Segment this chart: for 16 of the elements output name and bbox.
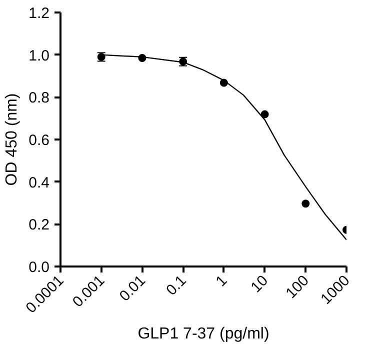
x-tick-label: 100 <box>282 272 312 302</box>
x-axis-title: GLP1 7-37 (pg/ml) <box>138 326 270 343</box>
y-tick-label: 0.8 <box>28 90 50 107</box>
point <box>302 200 310 208</box>
point <box>260 110 269 118</box>
y-tick-label: 1.2 <box>28 5 50 22</box>
y-tick-label: 0.4 <box>28 174 50 192</box>
y-tick-label: 1.0 <box>28 47 50 64</box>
y-tick-label: 0.2 <box>28 216 50 234</box>
x-tick-label: 0.01 <box>116 272 149 305</box>
y-tick-label: 0.0 <box>28 259 50 276</box>
x-tick-label: 10 <box>248 272 272 296</box>
y-tick-label: 0.6 <box>28 132 50 149</box>
x-tick-label: 0.1 <box>163 272 190 299</box>
x-tick-label: 1 <box>212 272 231 290</box>
y-axis-title: OD 450 (nm) <box>4 93 21 186</box>
